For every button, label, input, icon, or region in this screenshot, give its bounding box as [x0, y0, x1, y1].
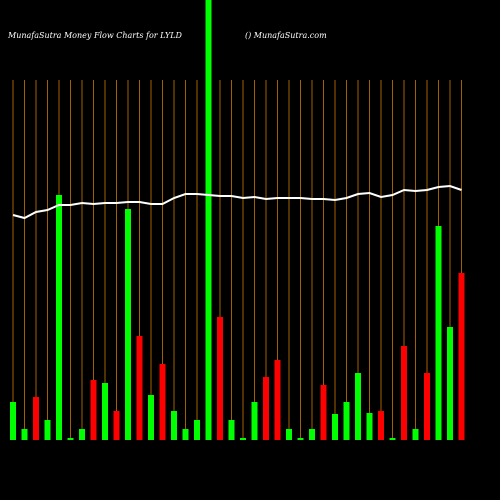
money-flow-line — [12, 184, 462, 220]
bar — [90, 380, 97, 440]
bar — [102, 383, 108, 440]
bar — [401, 346, 407, 440]
bar — [240, 438, 246, 440]
bar — [355, 373, 361, 440]
bar — [159, 364, 166, 440]
bar — [79, 429, 85, 440]
bar — [113, 411, 120, 440]
bar — [56, 195, 62, 440]
bar — [217, 317, 223, 440]
bar — [378, 411, 384, 440]
bar — [343, 402, 350, 440]
bar — [309, 429, 315, 440]
chart-subtitle: () MunafaSutra.com — [245, 31, 327, 40]
bar — [263, 377, 269, 440]
bar — [10, 402, 16, 440]
bar — [125, 209, 131, 440]
chart-title: MunafaSutra Money Flow Charts for LYLD — [7, 31, 183, 40]
bar — [332, 414, 338, 440]
bar — [412, 429, 419, 440]
bar — [424, 373, 430, 440]
bar — [435, 226, 442, 440]
bar — [148, 395, 154, 440]
bar — [228, 420, 235, 440]
bar — [136, 336, 143, 440]
bar — [21, 429, 28, 440]
bar — [194, 420, 200, 440]
bar — [182, 429, 189, 440]
bar — [286, 429, 292, 440]
bar — [274, 360, 281, 440]
bar — [366, 413, 373, 440]
bar — [458, 273, 465, 440]
bar — [447, 327, 453, 440]
bar — [297, 438, 304, 440]
bar — [171, 411, 177, 440]
bar — [389, 438, 396, 440]
bar — [44, 420, 51, 440]
bar — [320, 385, 327, 440]
bar — [33, 397, 39, 440]
bar — [251, 402, 258, 440]
bar — [67, 438, 74, 440]
bar — [205, 0, 212, 440]
